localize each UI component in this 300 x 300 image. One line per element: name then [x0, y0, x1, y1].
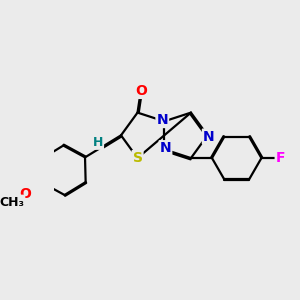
- Text: S: S: [133, 151, 142, 165]
- Text: N: N: [203, 130, 214, 144]
- Text: N: N: [160, 141, 171, 155]
- Text: N: N: [157, 113, 168, 127]
- Text: H: H: [93, 136, 103, 149]
- Text: O: O: [20, 187, 32, 201]
- Text: O: O: [135, 84, 147, 98]
- Text: F: F: [276, 151, 285, 165]
- Text: CH₃: CH₃: [0, 196, 24, 208]
